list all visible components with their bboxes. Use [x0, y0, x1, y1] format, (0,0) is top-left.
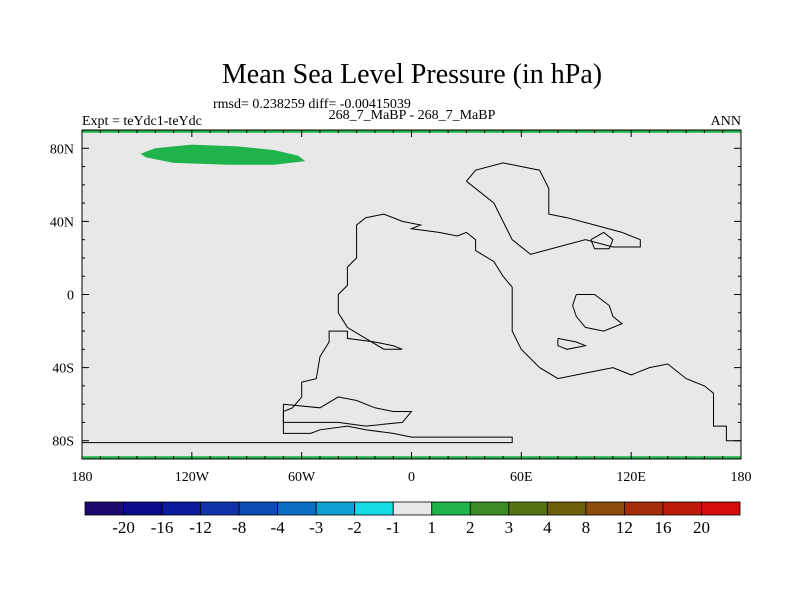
coastline	[590, 231, 614, 250]
y-tick-label: 0	[67, 289, 74, 304]
colorbar-box	[546, 501, 587, 516]
colorbar-box	[123, 501, 163, 516]
colorbar-label: -16	[151, 518, 174, 537]
colorbar-label: 8	[582, 518, 591, 537]
x-tick-label: 60W	[288, 470, 316, 485]
colorbar-box	[84, 501, 124, 516]
colorbar-box	[392, 501, 433, 516]
colorbar-label: -12	[189, 518, 212, 537]
y-tick-label: 40S	[52, 362, 74, 377]
colorbar-box	[662, 501, 702, 516]
colorbar-label: 4	[543, 518, 552, 537]
colorbar-box	[354, 501, 394, 516]
colorbar-label: -1	[386, 518, 400, 537]
colorbar-label: 2	[466, 518, 475, 537]
colorbar-label: -4	[271, 518, 286, 537]
colorbar: -20 -16 -12 -8 -4 -3 -2 -1 1 2 3 4 8 12 16 20	[84, 501, 741, 537]
colorbar-box	[508, 501, 548, 516]
colorbar-label: 20	[693, 518, 710, 537]
colorbar-label: 1	[428, 518, 437, 537]
x-tick-label: 0	[408, 470, 415, 485]
stats-line: rmsd= 0.238259 diff= -0.00415039	[213, 97, 411, 112]
y-tick-label: 80S	[52, 435, 74, 450]
x-tick-label: 120W	[175, 470, 210, 485]
colorbar-box	[431, 501, 471, 516]
colorbar-box	[585, 501, 625, 516]
colorbar-box	[200, 501, 240, 516]
colorbar-label: 12	[616, 518, 633, 537]
colorbar-box	[469, 501, 510, 516]
x-tick-label: 60E	[510, 470, 533, 485]
coastline	[572, 294, 623, 332]
colorbar-box	[624, 501, 664, 516]
colorbar-label: 3	[505, 518, 514, 537]
map-background	[82, 130, 741, 459]
coastlines	[82, 162, 741, 444]
y-tick-label: 80N	[50, 142, 74, 157]
map-panel: 180 120W 60W 0 60E 120E 180 80N 40N 0 40S 80S	[50, 129, 752, 485]
colorbar-box	[701, 501, 741, 516]
positive-anomaly-1-2-hpa	[140, 144, 306, 165]
coastline	[557, 337, 588, 350]
map-axes: 180 120W 60W 0 60E 120E 180 80N 40N 0 40S 80S	[50, 130, 752, 485]
experiment-label: Expt = teYdc1-teYdc	[82, 114, 202, 129]
colorbar-box	[277, 501, 317, 516]
season-label: ANN	[711, 114, 741, 129]
y-tick-label: 40N	[50, 215, 74, 230]
colorbar-label: -20	[112, 518, 135, 537]
colorbar-box	[161, 501, 201, 516]
colorbar-label: -2	[348, 518, 362, 537]
colorbar-box	[238, 501, 279, 516]
coastline	[282, 396, 413, 427]
colorbar-label: -3	[309, 518, 323, 537]
x-tick-label: 180	[731, 470, 752, 485]
coastline	[466, 162, 641, 255]
case-label: 268_7_MaBP - 268_7_MaBP	[329, 108, 496, 123]
x-tick-label: 180	[72, 470, 93, 485]
x-tick-label: 120E	[616, 470, 646, 485]
colorbar-label: 16	[654, 518, 671, 537]
colorbar-label: -8	[232, 518, 246, 537]
colorbar-box	[315, 501, 356, 516]
chart-title: Mean Sea Level Pressure (in hPa)	[222, 59, 602, 90]
